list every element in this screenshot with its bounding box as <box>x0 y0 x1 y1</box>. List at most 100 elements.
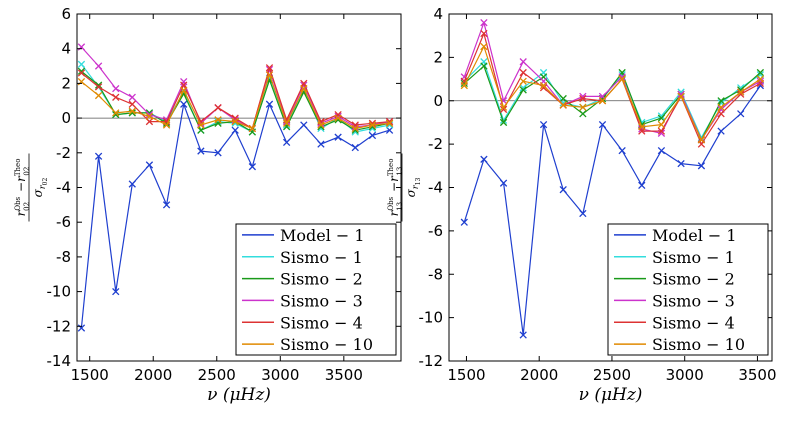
data-point <box>717 103 725 111</box>
data-point <box>197 121 205 129</box>
y-axis-label-numerator: rObs13−rTheo13 <box>387 159 404 217</box>
data-point <box>94 81 103 89</box>
data-point <box>756 68 765 77</box>
legend-label: Sismo − 2 <box>652 270 735 289</box>
data-point <box>559 186 567 194</box>
x-axis-label: ν (μHz) <box>579 385 643 405</box>
legend-label: Model − 1 <box>280 226 365 245</box>
series-line-sismo-3 <box>80 46 390 130</box>
data-point <box>300 121 308 129</box>
x-tick-label: 1500 <box>447 366 485 384</box>
data-point <box>317 140 325 148</box>
y-tick-label: -14 <box>47 352 72 370</box>
data-point <box>579 209 587 218</box>
series-line-sismo-2 <box>463 65 761 141</box>
data-point <box>618 146 626 155</box>
data-point <box>756 77 765 85</box>
data-point <box>265 64 274 72</box>
data-point <box>94 83 103 91</box>
data-point <box>579 103 587 111</box>
data-point <box>697 136 706 144</box>
data-point <box>162 201 171 209</box>
data-point <box>77 78 86 86</box>
data-point <box>368 121 377 129</box>
data-point <box>128 109 136 117</box>
legend-label: Sismo − 3 <box>280 291 363 310</box>
data-point <box>385 126 394 134</box>
data-point <box>282 119 291 127</box>
data-point <box>265 71 274 79</box>
data-point <box>499 118 508 127</box>
data-point <box>77 60 86 68</box>
legend-label: Sismo − 2 <box>280 270 363 289</box>
y-tick-label: 4 <box>61 40 71 58</box>
data-point <box>231 126 239 134</box>
data-point <box>559 101 567 109</box>
data-point <box>737 90 745 98</box>
x-tick-label: 3000 <box>261 366 299 384</box>
data-point <box>300 84 308 93</box>
data-point <box>112 287 120 296</box>
legend-label: Model − 1 <box>652 226 737 245</box>
legend-box <box>607 223 769 356</box>
data-point <box>499 105 508 114</box>
data-point <box>519 77 527 85</box>
data-point <box>737 88 745 96</box>
data-point <box>197 126 205 134</box>
data-point <box>657 114 666 122</box>
series-line-sismo-4 <box>463 32 761 145</box>
x-tick-label: 3000 <box>666 366 704 384</box>
x-tick-label: 2500 <box>593 366 631 384</box>
y-tick-label: -8 <box>428 265 443 283</box>
data-point <box>197 147 205 155</box>
data-point <box>717 127 725 135</box>
data-point <box>112 109 120 117</box>
data-point <box>282 138 291 147</box>
data-point <box>519 331 527 339</box>
y-axis-label-numerator: rObs02−rTheo02 <box>14 159 31 217</box>
series-sismo-10 <box>460 42 765 144</box>
data-point <box>351 143 359 152</box>
data-point <box>519 58 527 66</box>
data-point <box>231 117 239 126</box>
data-point <box>539 81 548 90</box>
y-tick-label: -6 <box>428 222 443 240</box>
x-tick-label: 3500 <box>738 366 776 384</box>
data-point <box>248 163 257 171</box>
data-point <box>128 107 136 115</box>
data-point <box>214 104 222 112</box>
data-point <box>717 97 725 105</box>
data-point <box>162 121 171 129</box>
legend-label: Sismo − 10 <box>652 335 745 354</box>
data-point <box>480 155 488 163</box>
legend-label: Sismo − 10 <box>280 335 373 354</box>
data-point <box>334 133 342 141</box>
data-point <box>145 112 154 121</box>
legend-label: Sismo − 3 <box>652 291 735 310</box>
data-point <box>180 86 188 94</box>
data-point <box>77 69 86 77</box>
legend: Model − 1 Sismo − 1 Sismo − 2 Sismo − 3 Sism… <box>235 223 397 356</box>
data-point <box>180 100 188 108</box>
data-point <box>317 121 325 129</box>
data-point <box>559 94 567 103</box>
y-tick-label: 6 <box>61 5 71 23</box>
data-point <box>94 62 103 70</box>
legend-label: Sismo − 4 <box>652 313 735 332</box>
y-tick-label: 2 <box>61 74 71 92</box>
data-point <box>265 100 274 108</box>
y-tick-label: -12 <box>47 317 72 335</box>
data-point <box>77 67 86 75</box>
data-point <box>697 162 706 170</box>
data-point <box>145 161 154 169</box>
data-point <box>638 181 646 189</box>
data-point <box>480 62 488 70</box>
x-tick-label: 1500 <box>71 366 109 384</box>
data-point <box>128 180 136 188</box>
y-tick-label: 0 <box>61 109 71 127</box>
data-point <box>480 19 488 27</box>
y-tick-label: -10 <box>47 283 72 301</box>
data-point <box>368 131 377 140</box>
